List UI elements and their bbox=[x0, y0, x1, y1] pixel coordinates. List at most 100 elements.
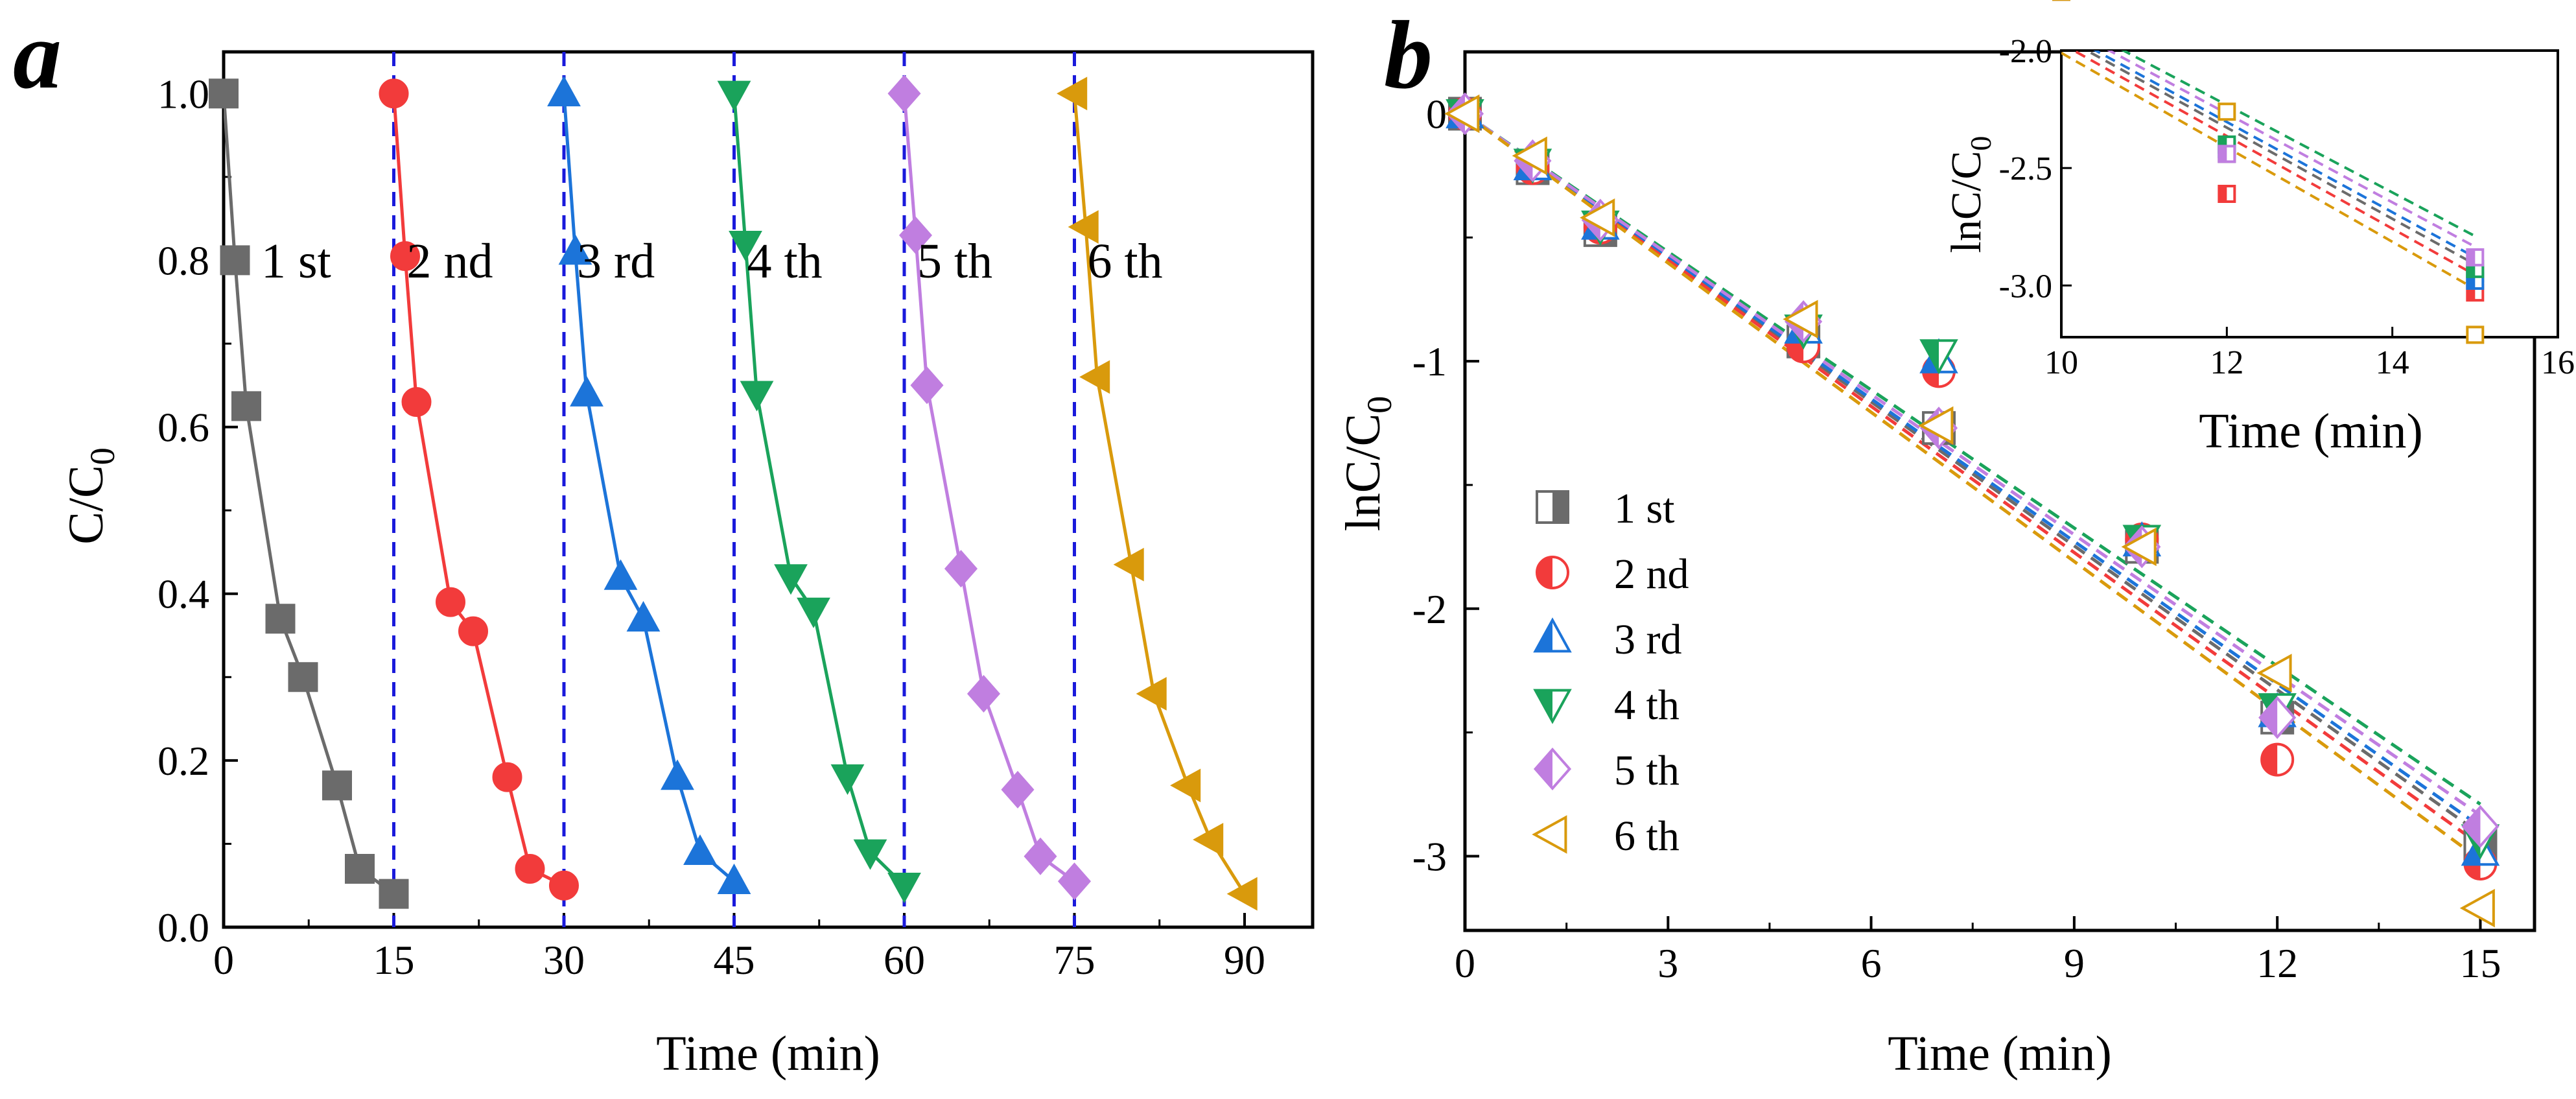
legend-label: 4 th bbox=[1614, 681, 1680, 729]
data-point bbox=[1136, 677, 1167, 711]
data-point bbox=[2466, 248, 2485, 266]
x-tick-label: 60 bbox=[884, 937, 925, 983]
fit-line bbox=[2120, 51, 2476, 237]
marker-shape bbox=[683, 834, 717, 865]
marker-shape bbox=[830, 764, 865, 795]
x-tick-label: 9 bbox=[2064, 940, 2085, 986]
x-tick-label: 6 bbox=[1861, 940, 1882, 986]
marker-shape bbox=[2218, 102, 2236, 121]
plot-frame bbox=[222, 50, 1315, 929]
data-point bbox=[2459, 888, 2495, 928]
data-point bbox=[853, 839, 887, 870]
fit-line bbox=[2093, 51, 2476, 259]
chart-b-inset: 10 12 14 16 -2.0 -2.5 -3.0 bbox=[1999, 0, 2575, 381]
data-point bbox=[1057, 77, 1088, 111]
y-tick-label: 0.6 bbox=[158, 405, 209, 451]
cycle-label: 3 rd bbox=[577, 234, 655, 289]
y-tick-label: 0.2 bbox=[158, 738, 209, 784]
legend-label: 3 rd bbox=[1614, 616, 1681, 663]
y-tick-label: 0 bbox=[1426, 91, 1447, 137]
series-line bbox=[562, 93, 736, 883]
cycle-label: 4 th bbox=[747, 234, 823, 289]
marker-shape bbox=[515, 854, 545, 884]
data-point bbox=[220, 245, 250, 276]
fit-line bbox=[2061, 51, 2476, 290]
fit-line bbox=[2071, 51, 2476, 276]
fit-line bbox=[2084, 51, 2476, 266]
marker-outline bbox=[2218, 145, 2236, 163]
chart-b-ylabel-main: lnC/C bbox=[1336, 414, 1390, 532]
marker-shape bbox=[966, 674, 1001, 713]
data-point bbox=[2218, 102, 2236, 121]
data-point bbox=[910, 366, 944, 405]
x-tick-label: 12 bbox=[2210, 344, 2243, 381]
data-point bbox=[1193, 823, 1224, 857]
data-point bbox=[2260, 742, 2295, 777]
y-tick-label: -2 bbox=[1412, 586, 1447, 632]
y-tick-label: -1 bbox=[1412, 338, 1447, 384]
data-point bbox=[717, 863, 751, 894]
fit-line bbox=[1465, 112, 2481, 817]
marker-shape bbox=[1783, 300, 1818, 339]
cycle-label: 2 nd bbox=[407, 234, 493, 289]
marker-shape bbox=[379, 879, 409, 909]
marker-shape bbox=[887, 873, 921, 904]
marker-outline bbox=[1535, 556, 1570, 589]
marker-shape bbox=[548, 870, 580, 901]
data-point bbox=[1226, 877, 1258, 911]
x-tick-label: 15 bbox=[373, 937, 415, 983]
marker-fill bbox=[2219, 186, 2227, 202]
data-point bbox=[774, 564, 808, 595]
data-point bbox=[379, 879, 409, 909]
data-point bbox=[2461, 805, 2500, 848]
data-point bbox=[2256, 654, 2292, 692]
x-tick-label: 90 bbox=[1224, 937, 1265, 983]
marker-fill bbox=[1535, 750, 1552, 788]
data-point bbox=[1079, 360, 1110, 394]
data-point bbox=[390, 241, 421, 271]
marker-fill bbox=[2260, 698, 2278, 737]
chart-a-ylabel-main: C/C bbox=[59, 465, 113, 545]
marker-outline bbox=[2218, 185, 2236, 203]
marker-shape bbox=[288, 662, 318, 692]
x-tick-label: 3 bbox=[1657, 940, 1678, 986]
legend-label: 1 st bbox=[1614, 485, 1675, 532]
data-point bbox=[288, 662, 318, 692]
marker-shape bbox=[2121, 527, 2157, 567]
marker-shape bbox=[603, 559, 638, 590]
marker-outline bbox=[2258, 696, 2297, 739]
marker-shape bbox=[390, 241, 421, 271]
y-tick-label: -2.0 bbox=[1999, 33, 2052, 70]
data-point bbox=[458, 616, 489, 646]
data-point bbox=[966, 674, 1001, 713]
data-point bbox=[265, 604, 296, 634]
data-point bbox=[1512, 136, 1547, 176]
marker-outline bbox=[1919, 339, 1958, 375]
data-point bbox=[729, 231, 762, 262]
marker-shape bbox=[1001, 770, 1035, 809]
marker-outline bbox=[1533, 617, 1572, 653]
marker-shape bbox=[626, 600, 661, 632]
data-point bbox=[231, 391, 261, 421]
marker-shape bbox=[774, 564, 808, 595]
data-point bbox=[209, 78, 239, 109]
x-tick-label: 0 bbox=[213, 937, 234, 983]
marker-shape bbox=[2459, 888, 2495, 928]
marker-shape bbox=[887, 75, 921, 113]
marker-outline bbox=[2260, 742, 2295, 777]
marker-shape bbox=[322, 770, 352, 801]
chart-a: 0 15 30 45 60 75 90 0.0 0.2 0.4 0.6 0.8 1.0 1 st 2 nd 3… bbox=[158, 50, 1315, 983]
chart-a-ylabel-sub: 0 bbox=[83, 447, 122, 465]
y-tick-label: -2.5 bbox=[1999, 150, 2052, 187]
marker-outline bbox=[1533, 689, 1572, 724]
marker-outline bbox=[1536, 490, 1569, 524]
chart-b-ylabel-sub: 0 bbox=[1360, 396, 1399, 414]
data-point bbox=[1113, 547, 1144, 582]
marker-shape bbox=[1113, 547, 1144, 582]
data-point bbox=[740, 381, 774, 412]
inset-ylabel: lnC/C0 bbox=[1943, 136, 1997, 254]
marker-shape bbox=[661, 759, 694, 790]
marker-fill bbox=[1552, 491, 1568, 523]
y-tick-label: 0.0 bbox=[158, 904, 209, 951]
x-tick-label: 15 bbox=[2459, 940, 2501, 986]
